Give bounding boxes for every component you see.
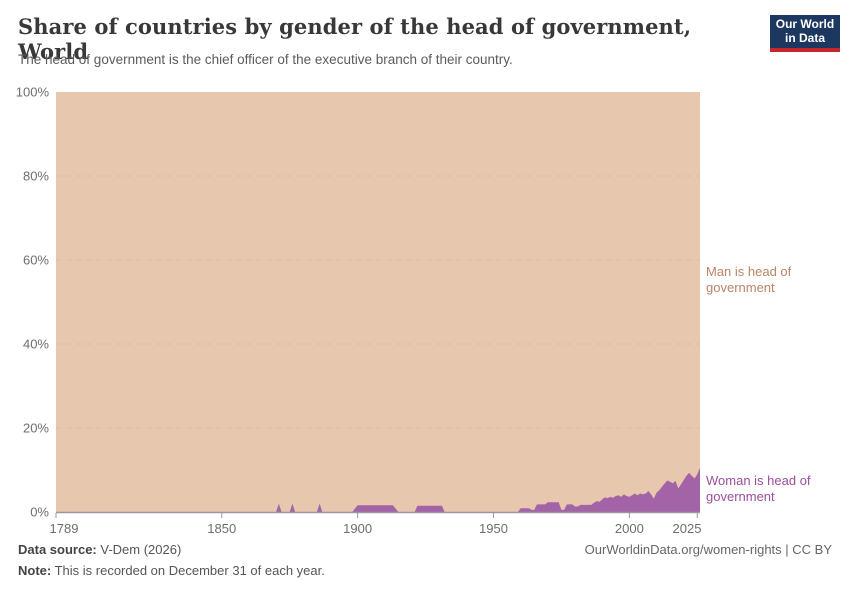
x-tick-label-2025: 2025 [673, 521, 702, 536]
page-title: Share of countries by gender of the head… [18, 14, 692, 64]
x-tick-label-2000: 2000 [615, 521, 644, 536]
note-value: This is recorded on December 31 of each … [51, 563, 325, 578]
area-man [56, 92, 700, 512]
note-line: Note: This is recorded on December 31 of… [18, 563, 325, 578]
owid-logo-text: Our World in Data [775, 17, 835, 45]
page-subtitle: The head of government is the chief offi… [18, 52, 513, 67]
data-source-label: Data source: [18, 542, 97, 557]
series-label-woman: Woman is head of government [706, 473, 811, 504]
attribution: OurWorldinData.org/women-rights | CC BY [584, 542, 832, 557]
x-tick-label-1850: 1850 [207, 521, 236, 536]
data-source-line: Data source: V-Dem (2026) [18, 542, 181, 557]
y-tick-label-60: 60% [23, 253, 49, 268]
owid-logo[interactable]: Our World in Data [770, 15, 840, 52]
area-woman [56, 467, 700, 512]
x-tick-label-1900: 1900 [343, 521, 372, 536]
x-tick-label-1789: 1789 [50, 521, 79, 536]
data-source-value: V-Dem (2026) [96, 542, 182, 557]
y-tick-label-40: 40% [23, 337, 49, 352]
y-tick-label-80: 80% [23, 169, 49, 184]
y-tick-label-100: 100% [16, 85, 50, 100]
y-tick-label-20: 20% [23, 421, 49, 436]
series-label-man: Man is head of government [706, 264, 792, 295]
note-label: Note: [18, 563, 52, 578]
y-tick-label-0: 0% [30, 505, 49, 520]
x-tick-label-1950: 1950 [479, 521, 508, 536]
